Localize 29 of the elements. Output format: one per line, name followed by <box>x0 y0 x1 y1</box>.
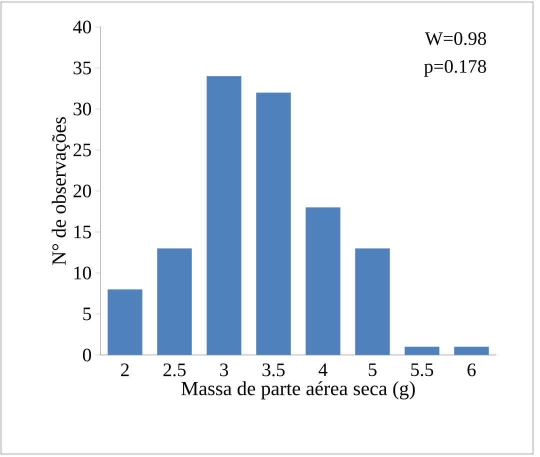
y-tick-label: 30 <box>74 102 92 116</box>
bar <box>404 346 440 355</box>
x-tick-label: 5.5 <box>411 364 434 376</box>
y-tick-label: 10 <box>74 266 92 280</box>
bar <box>355 248 390 355</box>
y-tick-label: 40 <box>73 20 92 34</box>
y-tick-label: 35 <box>74 62 92 74</box>
y-tick-label: 5 <box>83 308 92 320</box>
x-tick-label: 3 <box>220 364 228 376</box>
bar <box>454 346 489 355</box>
x-axis-title: Massa de parte aérea seca (g) <box>181 381 415 400</box>
bar <box>157 248 192 355</box>
annotation: p=0.178 <box>424 60 486 77</box>
x-tick-label: 3.5 <box>262 364 285 376</box>
bar <box>256 92 291 355</box>
y-tick-label: 15 <box>74 226 92 238</box>
x-tick-label: 6 <box>468 364 476 376</box>
y-axis-title: N° de observações <box>52 117 70 265</box>
y-tick-label: 25 <box>74 144 92 156</box>
x-tick-label: 4 <box>318 364 328 376</box>
x-tick-label: 5 <box>368 364 377 376</box>
x-tick-label: 2.5 <box>163 364 186 376</box>
x-tick-label: 2 <box>121 364 129 376</box>
bar <box>206 76 242 355</box>
y-tick-label: 0 <box>82 348 92 362</box>
annotation: W=0.98 <box>424 32 486 46</box>
y-tick-label: 20 <box>74 184 92 198</box>
bar <box>306 207 340 355</box>
bar <box>108 289 142 355</box>
